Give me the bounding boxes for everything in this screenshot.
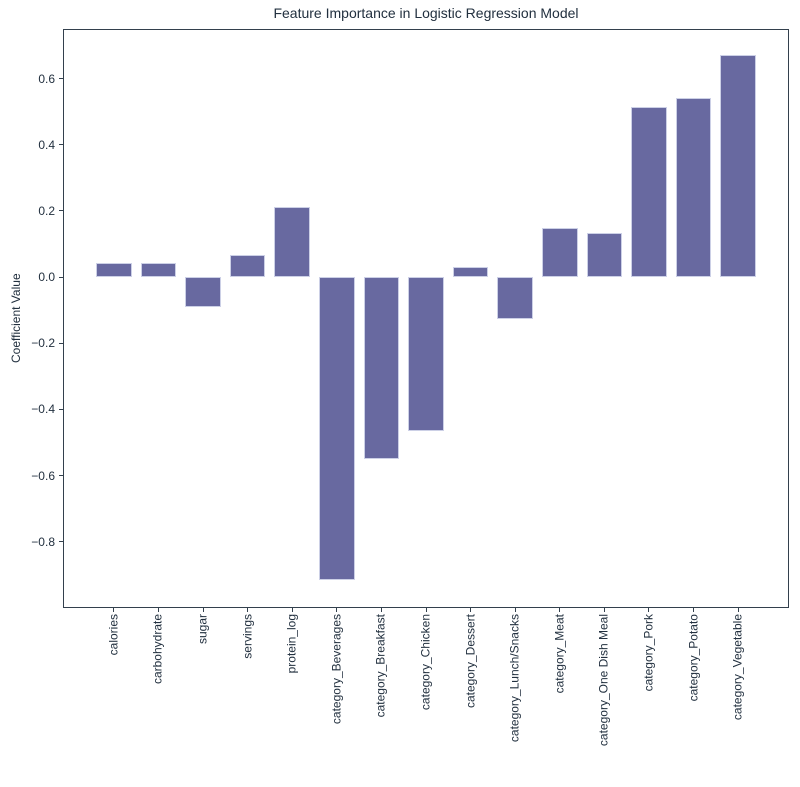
bar-category_Breakfast — [363, 277, 400, 459]
x-tick-label-servings: servings — [240, 614, 255, 659]
x-tick-mark — [603, 608, 605, 612]
bar-protein_log — [274, 207, 311, 278]
bar-calories — [96, 263, 132, 278]
x-tick-mark — [202, 608, 204, 612]
x-tick-label-category_Breakfast: category_Breakfast — [373, 614, 388, 718]
x-tick-mark — [157, 608, 159, 612]
y-tick-mark — [59, 342, 63, 344]
y-tick-label: 0.4 — [38, 137, 55, 152]
y-tick-mark — [59, 408, 63, 410]
bar-sugar — [185, 277, 221, 307]
x-tick-mark — [380, 608, 382, 612]
x-tick-mark — [470, 608, 472, 612]
y-tick-mark — [59, 475, 63, 477]
y-tick-label: 0.0 — [38, 270, 55, 285]
x-tick-label-carbohydrate: carbohydrate — [150, 614, 165, 685]
x-tick-mark — [693, 608, 695, 612]
bar-carbohydrate — [140, 262, 177, 278]
y-tick-label: 0.6 — [38, 71, 55, 86]
y-tick-mark — [59, 210, 63, 212]
x-tick-mark — [514, 608, 516, 612]
y-tick-mark — [59, 276, 63, 278]
x-tick-mark — [247, 608, 249, 612]
y-tick-mark — [59, 78, 63, 80]
x-tick-label-category_Meat: category_Meat — [552, 614, 567, 694]
x-tick-mark — [291, 608, 293, 612]
y-axis-label: Coefficient Value — [9, 273, 23, 364]
x-tick-label-category_Pork: category_Pork — [641, 614, 656, 692]
bar-category_One Dish Meal — [586, 233, 623, 278]
chart-title: Feature Importance in Logistic Regressio… — [273, 5, 579, 21]
bar-category_Vegetable — [720, 55, 756, 278]
y-tick-mark — [59, 144, 63, 146]
x-tick-label-sugar: sugar — [195, 614, 210, 645]
x-tick-label-category_Beverages: category_Beverages — [329, 614, 344, 725]
bar-servings — [229, 254, 266, 278]
bar-category_Dessert — [452, 266, 489, 278]
x-tick-label-category_Potato: category_Potato — [686, 614, 701, 702]
x-tick-label-category_Chicken: category_Chicken — [418, 614, 433, 711]
x-tick-label-category_Lunch/Snacks: category_Lunch/Snacks — [507, 614, 522, 743]
bar-category_Potato — [675, 98, 712, 278]
x-tick-label-protein_log: protein_log — [284, 614, 299, 674]
x-tick-mark — [425, 608, 427, 612]
bar-category_Beverages — [318, 277, 355, 580]
y-tick-label: −0.8 — [31, 534, 55, 549]
bar-category_Chicken — [408, 277, 444, 432]
x-tick-label-calories: calories — [106, 614, 121, 656]
x-tick-mark — [559, 608, 561, 612]
plot-area — [63, 29, 789, 608]
y-tick-label: 0.2 — [38, 203, 55, 218]
y-tick-label: −0.4 — [31, 402, 55, 417]
x-tick-mark — [737, 608, 739, 612]
y-tick-label: −0.2 — [31, 336, 55, 351]
y-tick-mark — [59, 541, 63, 543]
y-tick-label: −0.6 — [31, 468, 55, 483]
x-tick-label-category_Dessert: category_Dessert — [463, 614, 478, 709]
x-tick-mark — [648, 608, 650, 612]
x-tick-label-category_Vegetable: category_Vegetable — [730, 614, 745, 721]
bar-category_Pork — [631, 107, 667, 278]
bar-category_Lunch/Snacks — [497, 277, 534, 320]
bar-category_Meat — [541, 227, 578, 278]
x-tick-label-category_One Dish Meal: category_One Dish Meal — [596, 614, 611, 747]
x-tick-mark — [113, 608, 115, 612]
x-tick-mark — [336, 608, 338, 612]
